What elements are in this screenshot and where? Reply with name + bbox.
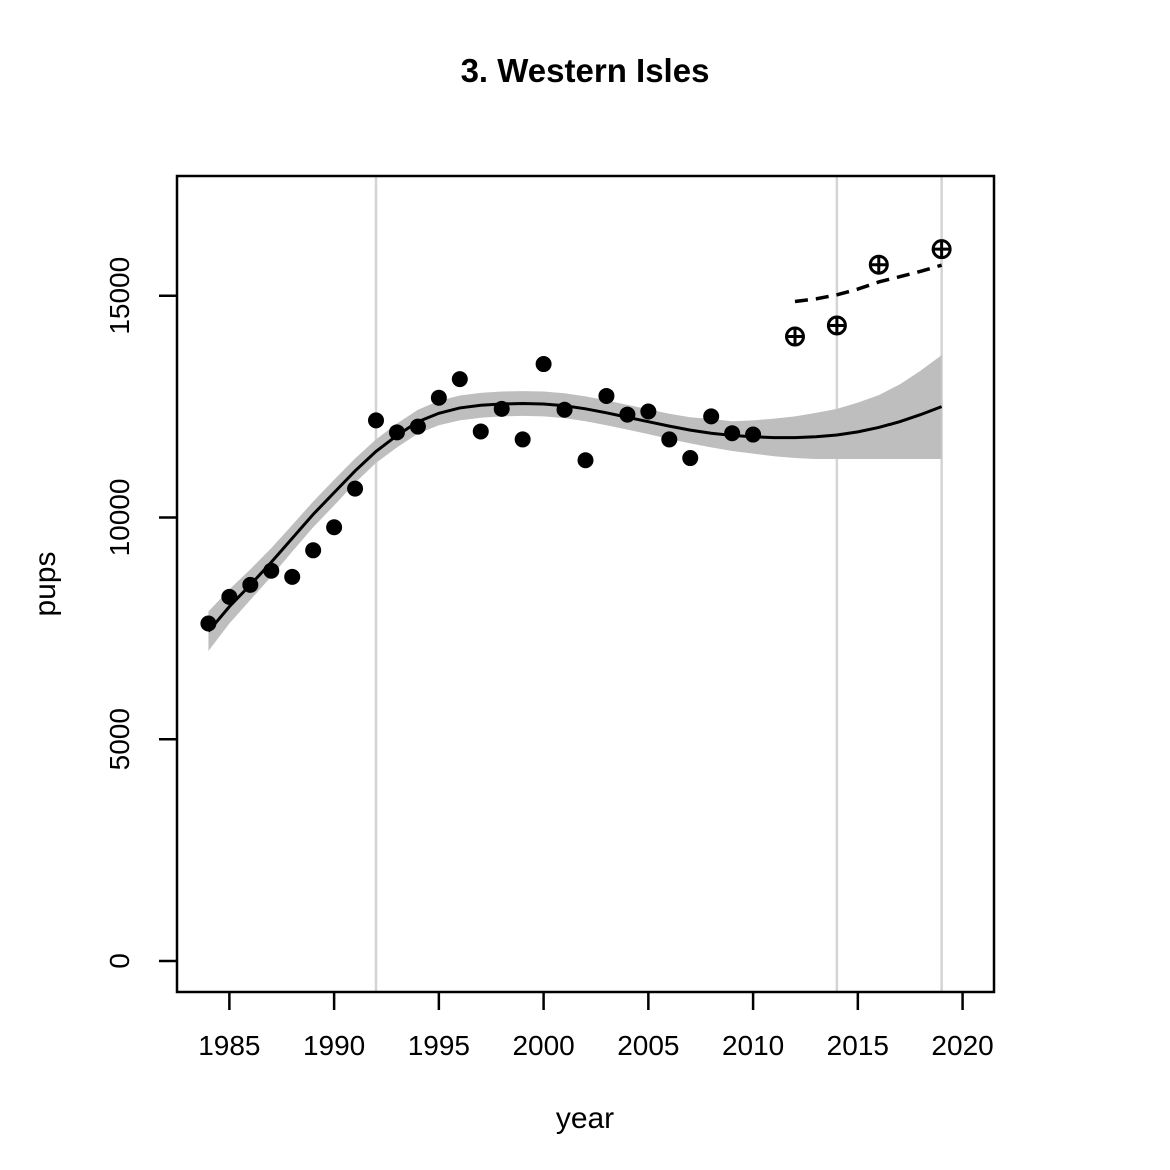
confidence-band bbox=[208, 355, 942, 651]
x-axis-label: year bbox=[556, 1102, 614, 1135]
observed-point-2008 bbox=[703, 408, 720, 425]
observed-point-2002 bbox=[577, 452, 594, 469]
plot-border bbox=[175, 174, 996, 994]
fit-line bbox=[207, 402, 943, 633]
observed-point-2001 bbox=[556, 401, 573, 418]
circle-plus-point-2014 bbox=[826, 315, 847, 336]
confidence-band-area bbox=[208, 355, 942, 651]
observed-point-1991 bbox=[347, 480, 364, 497]
circle-plus-point-2016 bbox=[868, 254, 889, 275]
y-tick-label-15000: 15000 bbox=[104, 257, 135, 335]
observed-point-2006 bbox=[661, 431, 678, 448]
observed-point-2009 bbox=[724, 425, 741, 442]
observed-point-1990 bbox=[326, 519, 343, 536]
observed-point-2004 bbox=[619, 406, 636, 423]
plot-box bbox=[175, 174, 996, 994]
observed-point-1986 bbox=[242, 576, 259, 593]
observed-point-1984 bbox=[200, 615, 217, 632]
observed-point-1992 bbox=[368, 412, 385, 429]
gridlines bbox=[374, 176, 943, 992]
data-points bbox=[200, 239, 952, 632]
x-tick-label-1995: 1995 bbox=[408, 1030, 470, 1061]
y-axis-label: pups bbox=[29, 551, 62, 616]
observed-point-1988 bbox=[284, 568, 301, 585]
axis-ticks-and-labels: 1985 1990 1995 2000 2005 2010 2015 2020 0 5000 100… bbox=[104, 257, 994, 1061]
forecast-dashed-line bbox=[794, 263, 943, 304]
observed-point-1995 bbox=[430, 389, 447, 406]
observed-point-1998 bbox=[493, 400, 510, 417]
observed-point-2003 bbox=[598, 387, 615, 404]
observed-point-2000 bbox=[535, 356, 552, 373]
observed-point-1994 bbox=[409, 418, 426, 435]
observed-point-1987 bbox=[263, 562, 280, 579]
observed-point-2005 bbox=[640, 403, 657, 420]
fitted-trend-line bbox=[207, 402, 943, 633]
observed-point-1999 bbox=[514, 431, 531, 448]
x-tick-label-1990: 1990 bbox=[303, 1030, 365, 1061]
x-tick-label-2010: 2010 bbox=[722, 1030, 784, 1061]
circle-plus-point-2012 bbox=[784, 326, 805, 347]
observed-point-1989 bbox=[305, 542, 322, 559]
circle-plus-point-2019 bbox=[931, 239, 952, 260]
y-tick-label-5000: 5000 bbox=[104, 708, 135, 770]
observed-point-1985 bbox=[221, 588, 238, 605]
observed-point-2010 bbox=[745, 426, 762, 443]
x-tick-label-2000: 2000 bbox=[512, 1030, 574, 1061]
chart-title: 3. Western Isles bbox=[461, 52, 710, 89]
observed-point-2007 bbox=[682, 450, 699, 467]
observed-point-1996 bbox=[451, 371, 468, 388]
y-tick-label-0: 0 bbox=[104, 953, 135, 969]
y-tick-label-10000: 10000 bbox=[104, 479, 135, 557]
observed-point-1993 bbox=[388, 424, 405, 441]
x-tick-label-2020: 2020 bbox=[931, 1030, 993, 1061]
forecast-dashed-line bbox=[794, 263, 943, 304]
observed-point-1997 bbox=[472, 423, 489, 440]
x-tick-label-1985: 1985 bbox=[198, 1030, 260, 1061]
x-tick-label-2015: 2015 bbox=[827, 1030, 889, 1061]
x-tick-label-2005: 2005 bbox=[617, 1030, 679, 1061]
